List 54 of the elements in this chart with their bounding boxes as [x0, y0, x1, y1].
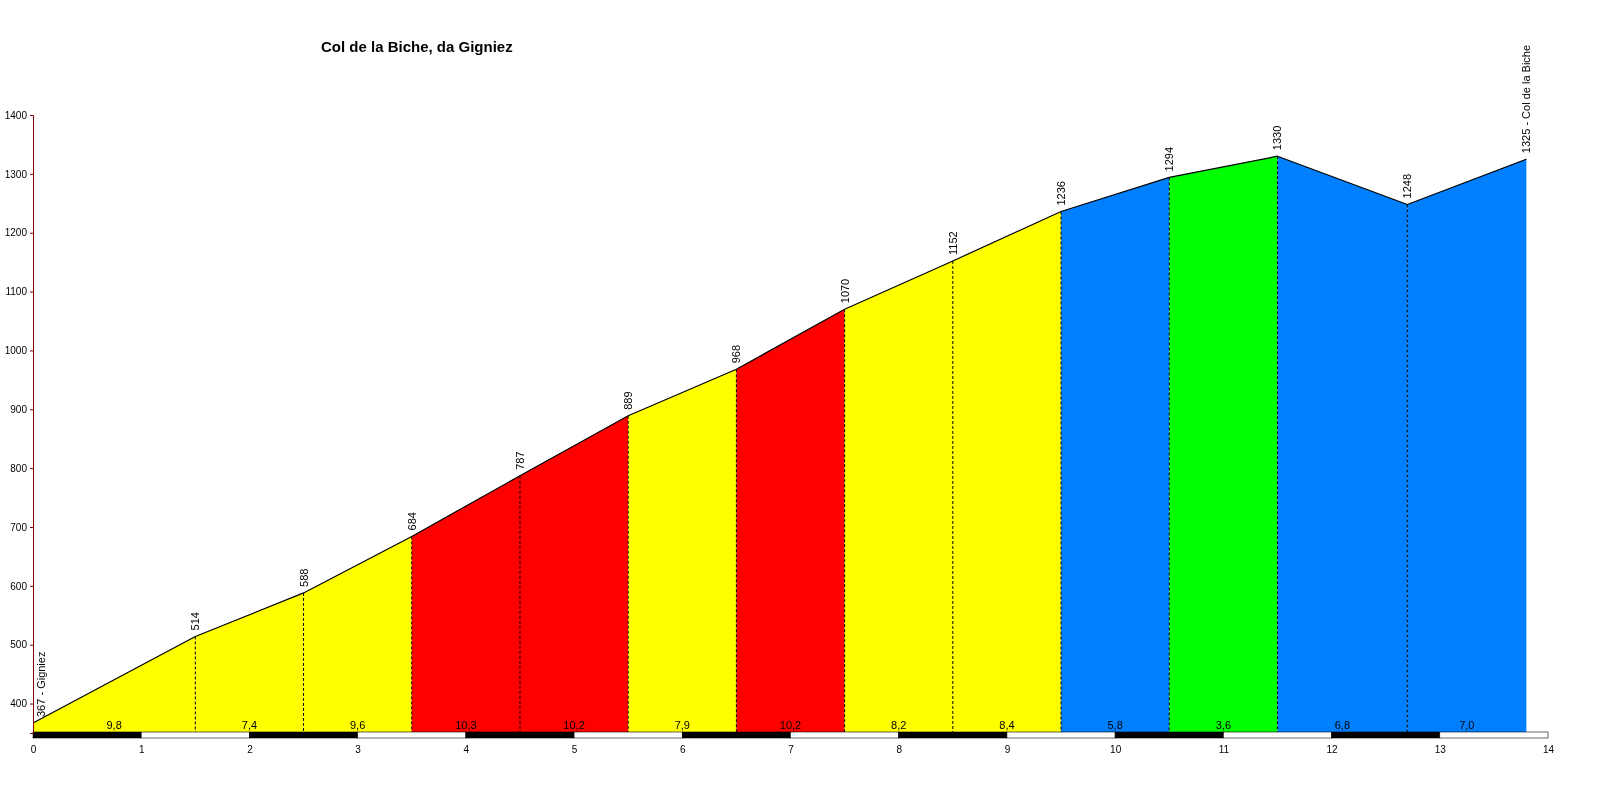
- annotation: 9,6: [349, 719, 366, 731]
- data-label: 1325 - Col de la Biche: [1520, 44, 1533, 154]
- x-tick-label: 12: [1326, 744, 1339, 756]
- annotation: 10,2: [779, 719, 802, 731]
- annotation: 7,0: [1459, 719, 1475, 731]
- x-tick-label: 7: [788, 744, 795, 756]
- data-label: 1330: [1271, 125, 1284, 151]
- y-tick-label: 1100: [5, 286, 28, 298]
- x-tick-label: 6: [680, 744, 686, 756]
- y-tick-label: 400: [10, 698, 28, 710]
- y-tick-label: 600: [10, 580, 28, 592]
- x-tick-label: 9: [1004, 744, 1011, 756]
- annotation: 8,2: [891, 719, 907, 731]
- annotation: 7,4: [241, 719, 258, 731]
- data-label: 1070: [838, 278, 851, 304]
- x-tick-label: 4: [463, 744, 470, 756]
- x-tick-label: 13: [1434, 744, 1447, 756]
- x-tick-label: 5: [571, 744, 578, 756]
- data-label: 1248: [1401, 173, 1414, 199]
- x-tick-label: 1: [138, 744, 145, 756]
- chart-title: Col de la Biche, da Gigniez: [321, 38, 513, 55]
- data-label: 1152: [946, 231, 959, 255]
- y-tick-label: 1200: [4, 227, 28, 239]
- x-tick-label: 14: [1542, 744, 1555, 756]
- x-tick-label: 2: [247, 744, 254, 756]
- y-tick-label: 1000: [4, 345, 28, 357]
- annotation: 7,9: [674, 719, 690, 731]
- data-label: 588: [297, 568, 310, 587]
- x-tick-label: 8: [896, 744, 903, 756]
- y-tick-label: 800: [10, 462, 28, 474]
- annotation: 10,2: [563, 719, 585, 731]
- x-tick-label: 3: [355, 744, 362, 756]
- data-label: 1236: [1055, 181, 1068, 206]
- data-label: 514: [189, 612, 202, 631]
- y-tick-label: 1400: [4, 109, 28, 121]
- data-label: 889: [622, 391, 635, 410]
- x-tick-label: 10: [1110, 744, 1122, 756]
- data-label: 1294: [1163, 146, 1176, 172]
- data-label: 684: [405, 512, 418, 531]
- annotation: 6,8: [1334, 719, 1351, 731]
- y-tick-label: 500: [10, 639, 28, 651]
- x-tick-label: 0: [30, 744, 37, 756]
- data-label: 367 - Gigniez: [35, 651, 47, 717]
- y-tick-label: 900: [10, 403, 28, 415]
- y-tick-label: 1300: [4, 168, 28, 180]
- y-tick-label: 700: [10, 521, 28, 533]
- annotation: 8,4: [999, 719, 1015, 731]
- annotation: 5,8: [1107, 719, 1123, 731]
- annotation: 3,6: [1215, 719, 1232, 731]
- x-tick-label: 11: [1218, 744, 1230, 756]
- data-label: 968: [730, 344, 743, 364]
- annotation: 9,8: [106, 719, 122, 731]
- annotation: 10,3: [455, 719, 477, 731]
- data-label: 787: [513, 451, 526, 470]
